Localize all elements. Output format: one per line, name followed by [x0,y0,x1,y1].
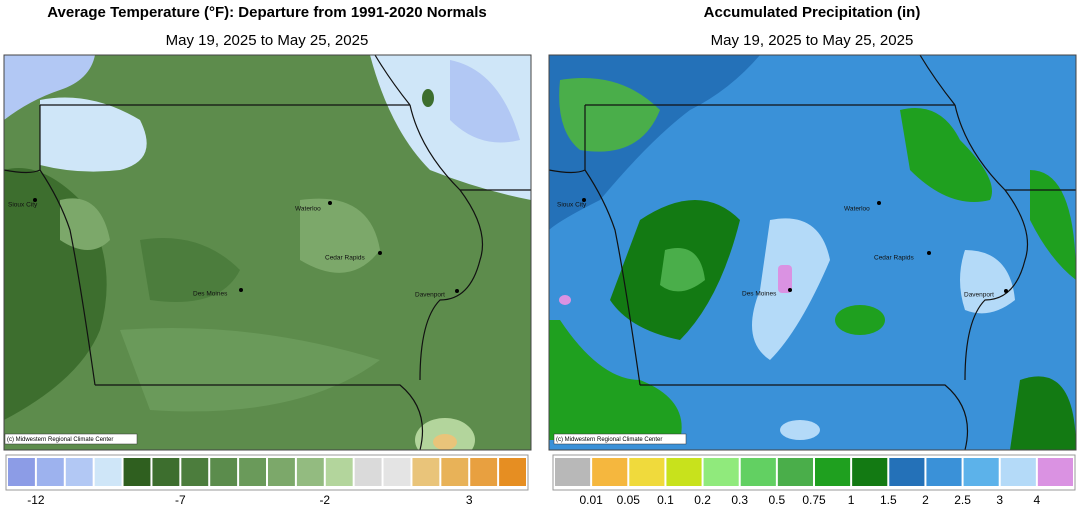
legend-label: 0.01 [579,493,603,507]
legend-swatch [889,458,925,486]
city-label: Waterloo [844,206,870,213]
legend-swatch [296,458,324,486]
legend-label: 1 [848,493,855,507]
city-label: Des Moines [742,291,777,298]
legend-swatch [852,458,888,486]
credit: (c) Midwestern Regional Climate Center [7,437,113,443]
legend-label: 0.5 [769,493,786,507]
city-dot [455,289,459,293]
legend-swatch [65,458,93,486]
legend-frame [552,454,1076,491]
legend-swatch [470,458,498,486]
legend-swatch [555,458,591,486]
city-dot [378,251,382,255]
legend-swatch [815,458,851,486]
legend-swatch [325,458,353,486]
legend-label: -2 [319,493,330,507]
city-label: Sioux City [8,202,38,209]
city-dot [1004,289,1008,293]
city-dot [927,251,931,255]
city-label: Cedar Rapids [325,255,365,262]
legend-swatch [210,458,238,486]
city-dot [582,198,586,202]
state-borders [3,54,1076,451]
legend-swatch [666,458,702,486]
city-label: Waterloo [295,206,321,213]
city-dot [788,288,792,292]
legend-swatch [383,458,411,486]
legend-swatch [703,458,739,486]
city-dot [328,201,332,205]
legend-swatch [592,458,628,486]
legend-swatch [963,458,999,486]
city-dot [33,198,37,202]
panel-title: Accumulated Precipitation (in) [704,4,921,21]
legend-label: 0.2 [694,493,711,507]
legend-frame [5,454,529,491]
map-frame [3,54,532,451]
credit-box [553,433,687,445]
city-label: Davenport [415,292,445,299]
legend-swatch [36,458,64,486]
city-dot [877,201,881,205]
legend-label: 0.75 [802,493,826,507]
legend-swatch [94,458,122,486]
legend-label: -12 [27,493,45,507]
legend-label: 2 [922,493,929,507]
legend-label: 3 [466,493,473,507]
legend-swatch [239,458,266,486]
legend-label: -7 [175,493,186,507]
legend-swatch [8,458,35,486]
legend-swatch [499,458,526,486]
legend-swatch [412,458,440,486]
city-dot [239,288,243,292]
legend-swatch [1000,458,1036,486]
city-label: Cedar Rapids [874,255,914,262]
city-label: Sioux City [557,202,587,209]
legend-label: 2.5 [954,493,971,507]
legend-swatch [152,458,180,486]
legend-swatch [123,458,151,486]
city-label: Des Moines [193,291,228,298]
credit: (c) Midwestern Regional Climate Center [556,437,662,443]
legend-swatch [441,458,469,486]
legend-label: 1.5 [880,493,897,507]
map-frame [548,54,1077,451]
panel-subtitle: May 19, 2025 to May 25, 2025 [711,32,914,49]
legend-label: 0.1 [657,493,674,507]
legend-swatch [354,458,382,486]
legend-swatch [1037,458,1073,486]
legend-swatch [777,458,813,486]
legend-label: 3 [996,493,1003,507]
panel-subtitle: May 19, 2025 to May 25, 2025 [166,32,369,49]
credit-box [4,433,138,445]
panel-title: Average Temperature (°F): Departure from… [47,4,487,21]
city-label: Davenport [964,292,994,299]
legend-swatch [181,458,209,486]
legend-swatch [629,458,665,486]
legend-label: 0.3 [731,493,748,507]
temperature-map [4,55,531,450]
legend-label: 0.05 [617,493,641,507]
legend-swatch [740,458,776,486]
precipitation-map [549,55,1076,450]
legend-swatch [268,458,295,486]
legend-label: 4 [1034,493,1041,507]
legend-swatch [926,458,962,486]
